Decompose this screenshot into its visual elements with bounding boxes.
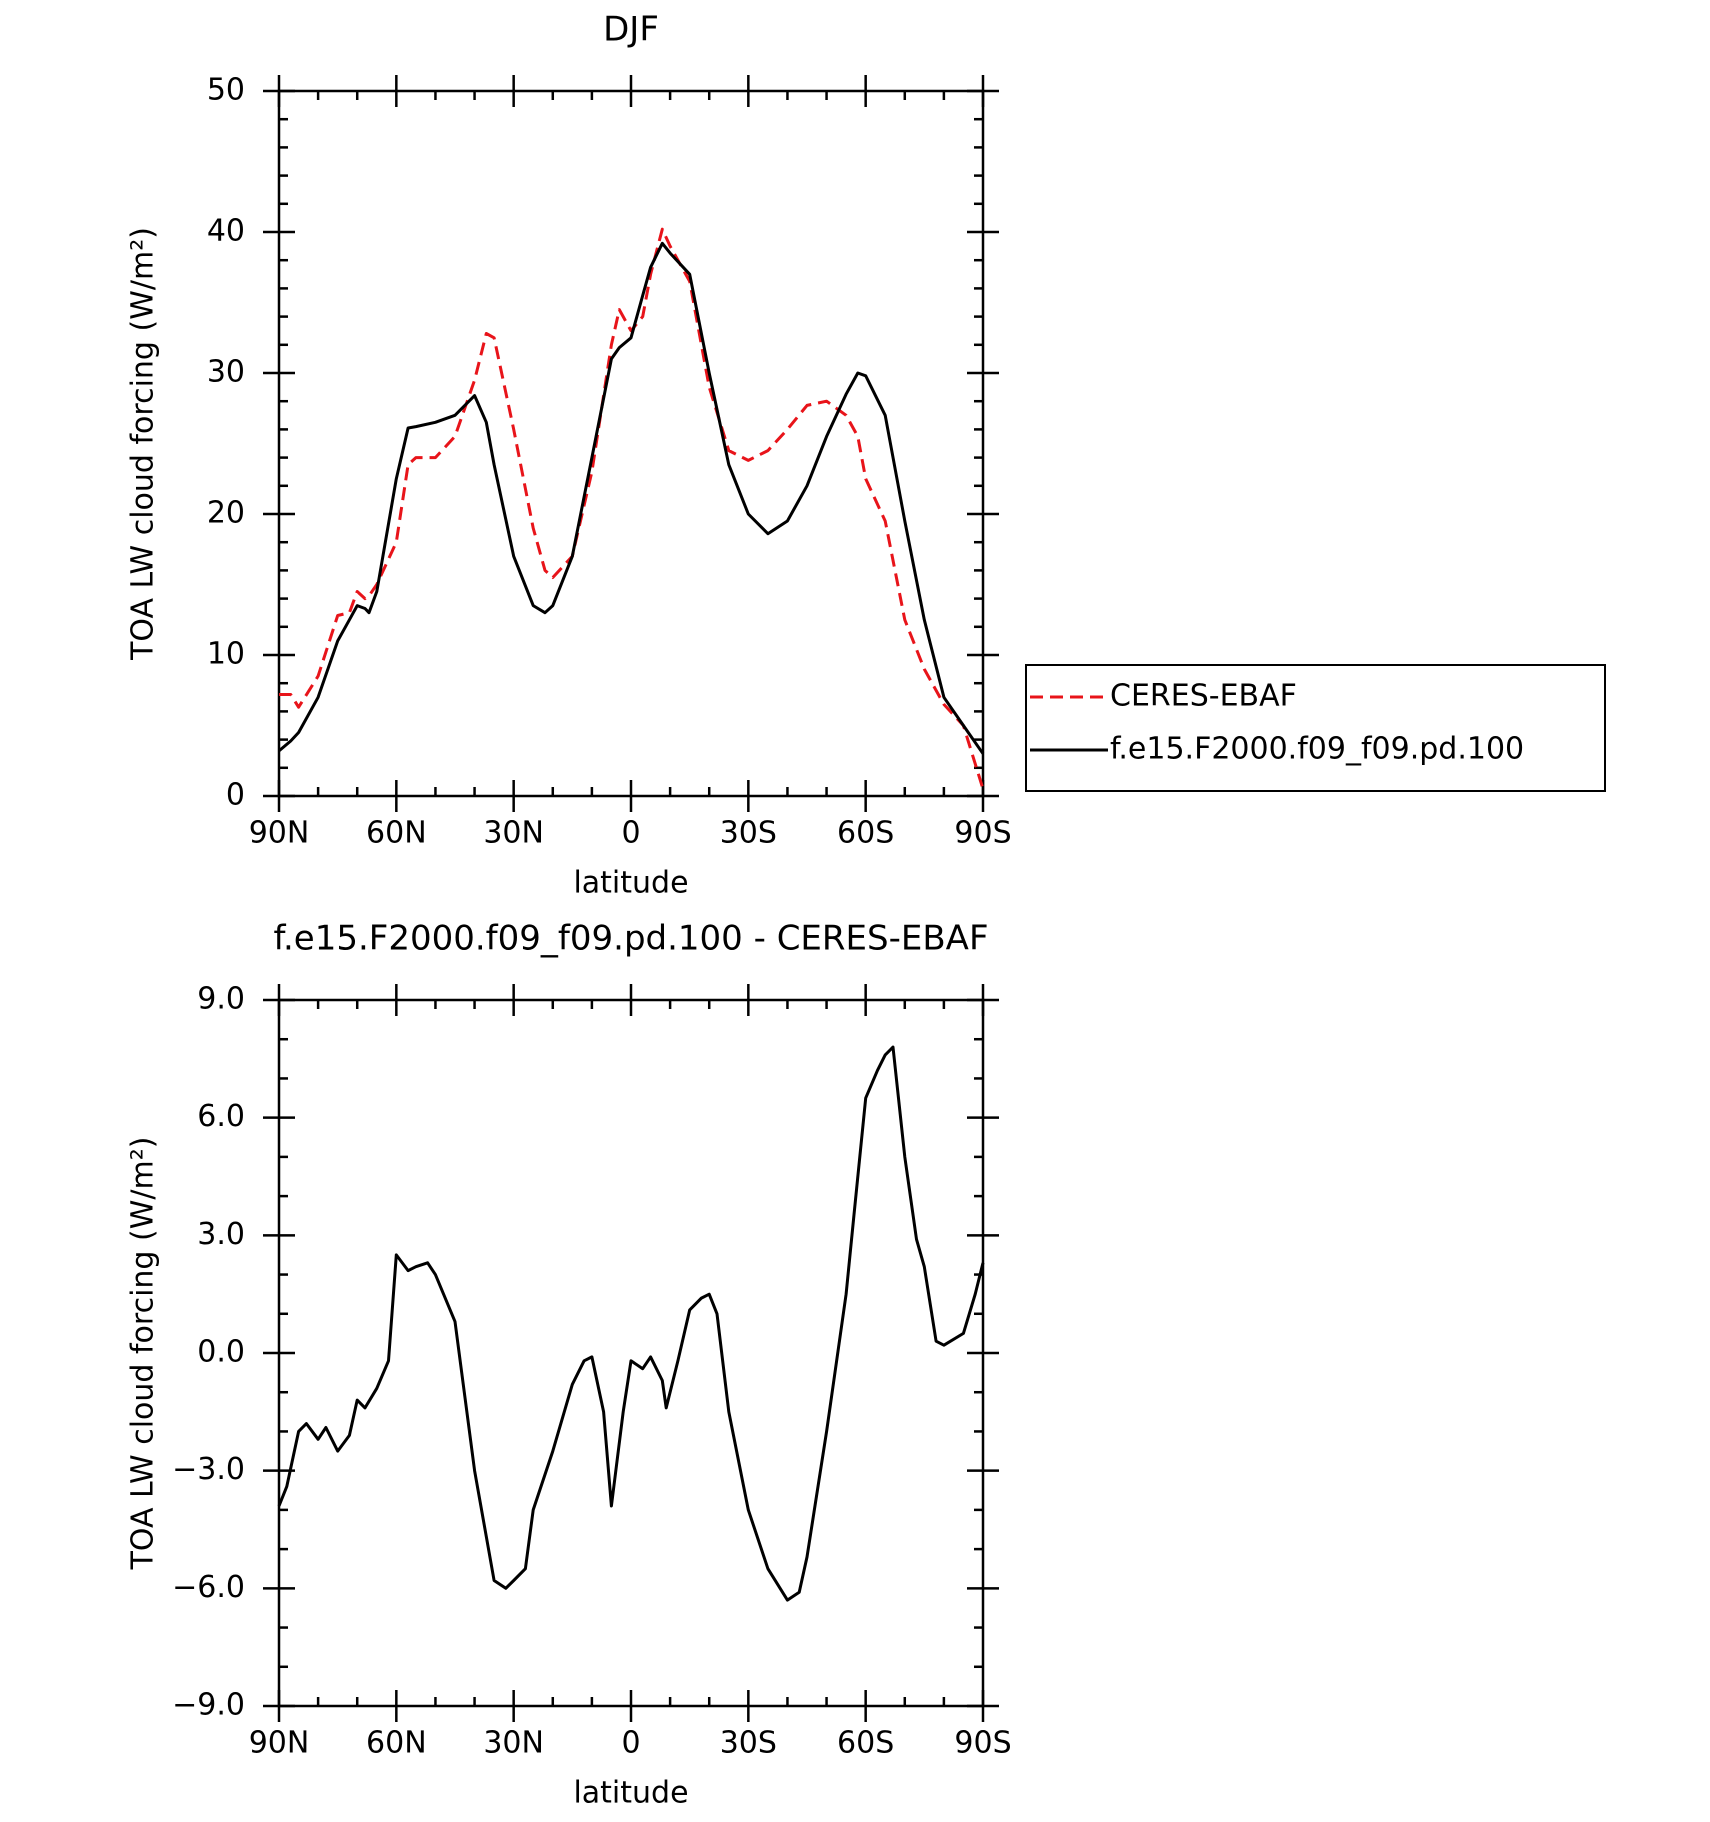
y-axis-label: TOA LW cloud forcing (W/m²) <box>126 1137 161 1571</box>
y-tick-label: 0.0 <box>197 1335 245 1370</box>
x-axis-label: latitude <box>573 1776 688 1811</box>
x-tick-label: 90N <box>249 816 310 851</box>
y-tick-label: 20 <box>207 496 245 531</box>
plot-frame <box>277 89 985 798</box>
x-tick-label: 0 <box>621 1726 640 1761</box>
x-tick-label: 60S <box>837 1726 894 1761</box>
x-tick-label: 90N <box>249 1726 310 1761</box>
chart-title: f.e15.F2000.f09_f09.pd.100 - CERES-EBAF <box>273 919 988 959</box>
y-tick-label: 3.0 <box>197 1217 245 1252</box>
x-tick-label: 30S <box>720 816 777 851</box>
y-tick-label: 50 <box>207 73 245 108</box>
y-tick-label: −3.0 <box>172 1452 245 1487</box>
data-line <box>279 227 985 790</box>
y-tick-label: 30 <box>207 355 245 390</box>
legend-label: f.e15.F2000.f09_f09.pd.100 <box>1110 732 1524 767</box>
y-tick-label: −6.0 <box>172 1570 245 1605</box>
y-axis-label: TOA LW cloud forcing (W/m²) <box>126 227 161 661</box>
x-tick-label: 0 <box>621 816 640 851</box>
legend-label: CERES-EBAF <box>1110 679 1297 714</box>
legend-box <box>1025 664 1606 792</box>
y-tick-label: 40 <box>207 214 245 249</box>
x-tick-label: 60N <box>366 1726 427 1761</box>
x-axis-label: latitude <box>573 866 688 901</box>
y-tick-label: −9.0 <box>172 1688 245 1723</box>
y-tick-label: 6.0 <box>197 1099 245 1134</box>
data-line <box>278 241 985 755</box>
x-tick-label: 30N <box>483 816 544 851</box>
y-tick-label: 0 <box>226 778 245 813</box>
plot-frame <box>277 998 985 1708</box>
x-tick-label: 90S <box>954 1726 1011 1761</box>
chart-title: DJF <box>603 10 659 50</box>
x-tick-label: 30S <box>720 1726 777 1761</box>
x-tick-label: 60S <box>837 816 894 851</box>
data-line <box>277 1045 985 1602</box>
x-tick-label: 30N <box>483 1726 544 1761</box>
y-tick-label: 10 <box>207 637 245 672</box>
x-tick-label: 60N <box>366 816 427 851</box>
x-tick-label: 90S <box>954 816 1011 851</box>
y-tick-label: 9.0 <box>197 982 245 1017</box>
